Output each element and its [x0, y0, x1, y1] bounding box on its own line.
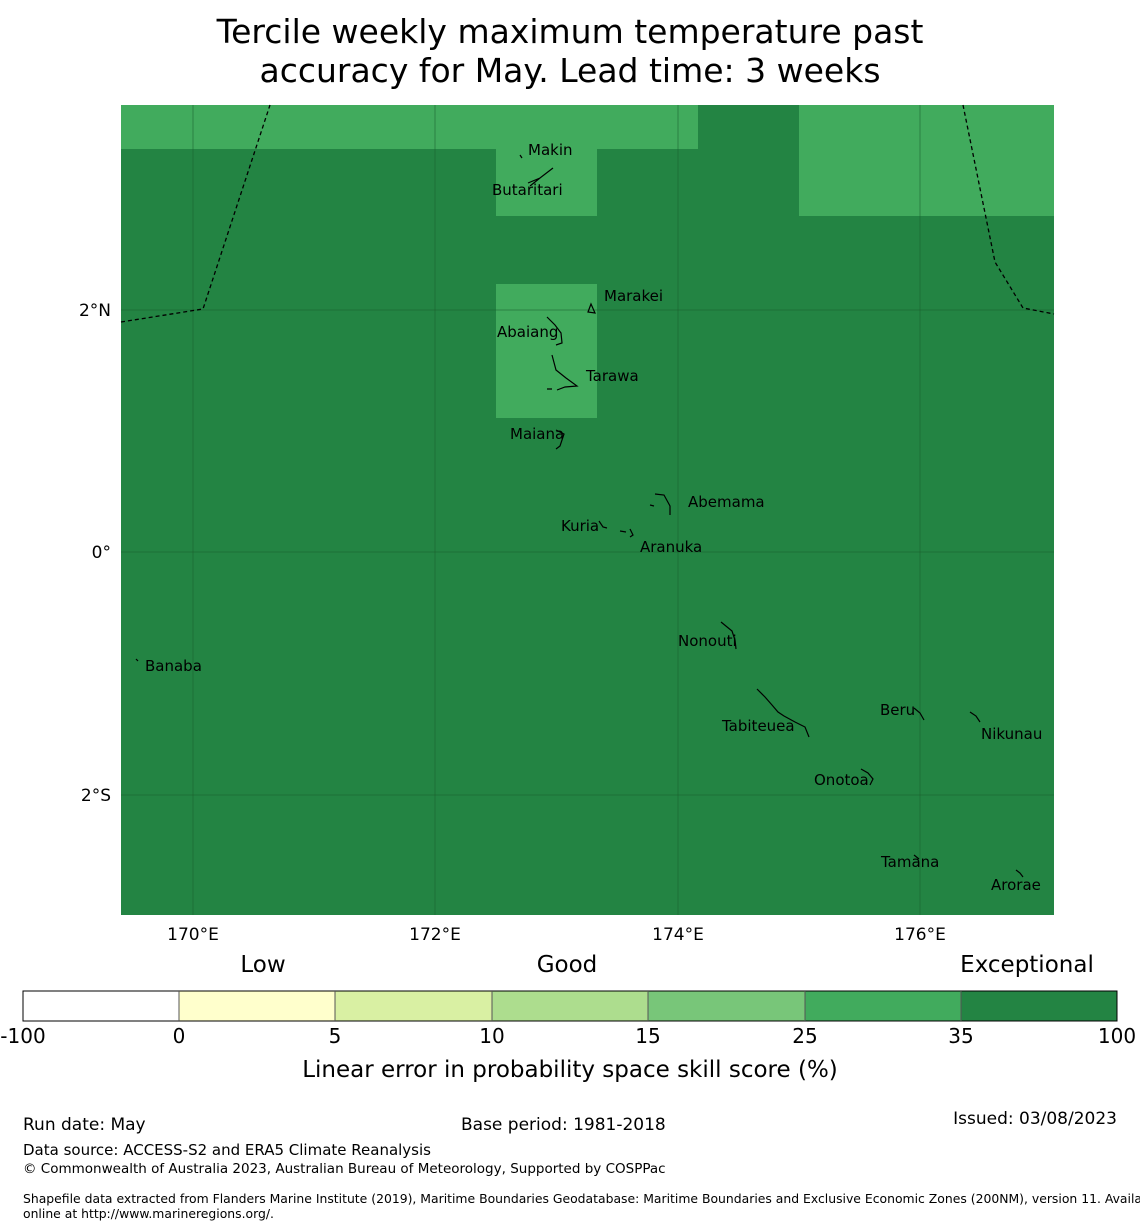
island-shape-marakei [587, 302, 596, 314]
island-shape-tabiteuea [756, 688, 810, 738]
shapefile-credit-line-1: Shapefile data extracted from Flanders M… [23, 1191, 1140, 1206]
colorbar-axis-label: Linear error in probability space skill … [302, 1057, 838, 1083]
colorbar-swatch-4 [492, 991, 648, 1021]
title-line-2: accuracy for May. Lead time: 3 weeks [259, 51, 881, 90]
island-label-banaba: Banaba [145, 657, 202, 675]
lat-tick-0: 0° [92, 543, 111, 563]
base-period: Base period: 1981-2018 [461, 1115, 666, 1135]
island-shape-nikunau [969, 711, 981, 723]
colorbar [22, 990, 1118, 1022]
legend-category-good: Good [537, 952, 598, 978]
eez-boundary-west [120, 104, 271, 323]
colorbar-tick-label: 25 [792, 1024, 817, 1048]
axis-tick-labels: 2°N 0° 2°S 170°E 172°E 174°E 176°E [79, 301, 946, 945]
eez-boundaries [120, 104, 1055, 323]
lat-tick-2n: 2°N [79, 301, 111, 321]
island-label-abemama: Abemama [688, 493, 765, 511]
island-label-butaritari: Butaritari [492, 181, 563, 199]
cell-exceptional-base [121, 105, 1054, 915]
island-label-arorae: Arorae [991, 876, 1041, 894]
issued-date: Issued: 03/08/2023 [953, 1109, 1117, 1129]
island-shape-abemama [649, 493, 671, 515]
legend-category-exceptional: Exceptional [960, 952, 1094, 978]
island-label-beru: Beru [880, 701, 915, 719]
cell-very-good-north [121, 105, 698, 149]
colorbar-swatch-7 [961, 991, 1117, 1021]
island-shape-abaiang [546, 316, 563, 346]
colorbar-swatch-3 [335, 991, 492, 1021]
island-shape-onotoa [860, 768, 874, 786]
gridlines [121, 105, 1054, 915]
data-source: Data source: ACCESS-S2 and ERA5 Climate … [23, 1141, 431, 1159]
colorbar-tick-label: 35 [948, 1024, 973, 1048]
colorbar-tick-label: 0 [173, 1024, 186, 1048]
eez-boundary-east [962, 104, 1055, 315]
island-shape-beru [913, 707, 925, 721]
colorbar-dividers [178, 991, 962, 1021]
colorbar-swatch-5 [648, 991, 805, 1021]
legend-category-labels: Low Good Exceptional [240, 952, 1093, 978]
island-shape-maiana [555, 429, 565, 450]
colorbar-tick-label: 15 [635, 1024, 660, 1048]
island-label-tamana: Tamana [880, 853, 939, 871]
island-label-marakei: Marakei [604, 287, 663, 305]
island-label-tarawa: Tarawa [585, 367, 639, 385]
island-shape-nonouti [720, 621, 737, 650]
island-label-aranuka: Aranuka [640, 538, 702, 556]
colorbar-swatch-6 [805, 991, 961, 1021]
shapefile-credit-line-2: online at http://www.marineregions.org/. [23, 1206, 274, 1221]
island-label-abaiang: Abaiang [497, 323, 558, 341]
colorbar-swatch-1 [23, 991, 179, 1021]
colorbar-swatch-2 [179, 991, 335, 1021]
colorbar-tick-label: 5 [329, 1024, 342, 1048]
island-label-nonouti: Nonouti [678, 632, 737, 650]
island-shape-tamana [913, 854, 920, 860]
island-shape-aranuka [619, 528, 634, 538]
colorbar-ticks: -100 0 5 10 15 25 35 100 [0, 1024, 1136, 1048]
title-line-1: Tercile weekly maximum temperature past [216, 12, 924, 51]
island-labels: Makin Butaritari Marakei Abaiang Tarawa … [145, 141, 1042, 894]
island-shape-kuria [598, 520, 608, 529]
lon-tick-176e: 176°E [894, 925, 946, 945]
island-shape-makin [519, 154, 523, 159]
island-shape-arorae [1015, 869, 1024, 878]
island-shape-butaritari [527, 167, 554, 187]
island-label-makin: Makin [528, 141, 573, 159]
island-label-kuria: Kuria [561, 517, 599, 535]
map-title: Tercile weekly maximum temperature past … [0, 12, 1140, 90]
island-label-nikunau: Nikunau [981, 725, 1042, 743]
island-label-tabiteuea: Tabiteuea [721, 717, 795, 735]
lon-tick-172e: 172°E [409, 925, 461, 945]
cell-very-good-butaritari [496, 149, 597, 216]
lon-tick-174e: 174°E [652, 925, 704, 945]
island-label-onotoa: Onotoa [814, 771, 869, 789]
cell-very-good-tarawa [496, 284, 597, 418]
legend-category-low: Low [240, 952, 285, 978]
lon-tick-170e: 170°E [167, 925, 219, 945]
cell-very-good-northeast [799, 105, 1054, 216]
island-label-maiana: Maiana [510, 425, 564, 443]
colorbar-tick-label: 10 [479, 1024, 504, 1048]
island-shape-tarawa [547, 354, 579, 391]
copyright: © Commonwealth of Australia 2023, Austra… [23, 1161, 666, 1177]
colorbar-outline [22, 990, 1118, 1022]
run-date: Run date: May [23, 1115, 146, 1135]
lat-tick-2s: 2°S [81, 786, 111, 806]
island-outlines [135, 154, 1024, 878]
skill-grid [121, 105, 1054, 915]
island-shape-banaba [135, 658, 139, 662]
colorbar-tick-label: 100 [1098, 1024, 1136, 1048]
colorbar-tick-label: -100 [0, 1024, 45, 1048]
